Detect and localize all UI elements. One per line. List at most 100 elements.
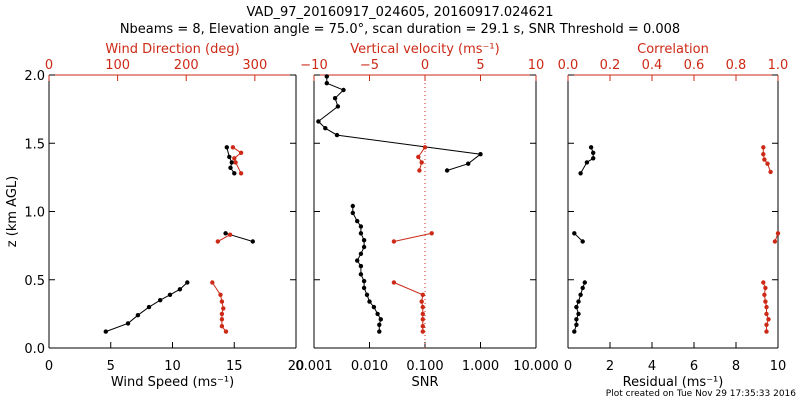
snr-red-data-point — [429, 231, 434, 236]
residual-red-data-point — [775, 231, 781, 236]
snr-black-data-point — [335, 104, 341, 109]
wind-red-data-point — [210, 280, 215, 285]
wind-red-data-point — [215, 239, 220, 244]
residual-bottom-tick-label: 10 — [770, 359, 787, 374]
snr-top-axis-label: Vertical velocity (ms⁻¹) — [350, 42, 499, 57]
wind-black-data-point — [185, 280, 190, 285]
snr-top-tick-label: 5 — [476, 58, 484, 73]
residual-bottom-tick-label: 6 — [690, 359, 698, 374]
residual-black-data-point — [574, 304, 579, 310]
residual-black-data-point — [572, 329, 577, 334]
wind-black-data-point — [229, 160, 234, 165]
footer-timestamp: Plot created on Tue Nov 29 17:35:33 2016 — [606, 389, 796, 399]
y-axis-label: z (km AGL) — [5, 176, 20, 247]
residual-black-data-point — [578, 171, 583, 176]
wind-red-data-point — [219, 317, 225, 322]
wind-black-data-point — [228, 165, 233, 170]
snr-red-series-line — [393, 282, 424, 332]
snr-bottom-tick-label: 10.000 — [513, 359, 559, 374]
residual-top-tick-label: 1.0 — [768, 58, 789, 73]
y-tick-label: 1.5 — [24, 137, 45, 152]
residual-red-data-point — [764, 329, 769, 334]
snr-black-data-point — [377, 322, 382, 327]
snr-black-data-point — [371, 304, 377, 310]
snr-bottom-tick-label: 1.000 — [462, 359, 499, 374]
residual-red-data-point — [763, 285, 768, 291]
residual-red-data-point — [765, 161, 770, 166]
wind-bottom-tick-label: 15 — [226, 359, 243, 374]
snr-bottom-tick-label: 0.100 — [406, 359, 443, 374]
residual-black-data-point — [591, 150, 596, 155]
snr-top-tick-label: 10 — [528, 58, 545, 73]
wind-red-data-point — [227, 232, 233, 237]
wind-red-data-point — [219, 299, 225, 304]
snr-black-data-point — [358, 231, 364, 236]
residual-bottom-tick-label: 8 — [732, 359, 740, 374]
snr-red-series-line — [393, 232, 432, 242]
wind-bottom-tick-label: 5 — [107, 359, 115, 374]
y-tick-label: 0.5 — [24, 274, 45, 289]
residual-black-data-point — [576, 311, 581, 317]
snr-black-data-point — [466, 161, 471, 166]
snr-red-data-point — [420, 292, 425, 297]
residual-red-data-point — [761, 145, 766, 150]
residual-black-data-point — [580, 239, 585, 244]
residual-black-data-point — [576, 299, 581, 304]
snr-black-data-point — [361, 244, 367, 250]
residual-black-data-point — [582, 280, 587, 285]
residual-black-data-point — [578, 292, 583, 297]
snr-black-data-point — [375, 311, 380, 317]
snr-black-data-point — [364, 292, 370, 297]
snr-red-data-point — [420, 317, 425, 322]
snr-red-series-line — [417, 147, 426, 171]
title-line-1: VAD_97_20160917_024605, 20160917.024621 — [247, 5, 554, 20]
snr-black-data-point — [358, 251, 364, 256]
snr-red-data-point — [416, 154, 421, 160]
snr-black-data-point — [324, 81, 329, 86]
snr-black-data-point — [350, 203, 355, 209]
wind-black-data-point — [146, 304, 152, 310]
residual-black-data-point — [588, 145, 594, 150]
residual-top-tick-label: 0.0 — [558, 58, 579, 73]
wind-black-data-point — [177, 287, 183, 292]
snr-black-data-point — [367, 299, 372, 304]
snr-black-data-point — [361, 238, 367, 243]
residual-black-data-point — [591, 156, 596, 161]
residual-red-data-point — [764, 311, 769, 317]
wind-top-tick-label: 0 — [45, 58, 53, 73]
snr-black-data-point — [316, 119, 321, 124]
snr-red-data-point — [419, 299, 424, 304]
wind-black-data-point — [223, 231, 228, 236]
residual-black-data-point — [574, 317, 579, 322]
residual-black-data-point — [574, 322, 579, 327]
residual-top-tick-label: 0.6 — [684, 58, 705, 73]
wind-black-data-point — [224, 145, 229, 150]
wind-black-data-point — [158, 298, 163, 303]
wind-bottom-tick-label: 0 — [45, 359, 53, 374]
title-line-2: Nbeams = 8, Elevation angle = 75.0°, sca… — [120, 22, 680, 37]
snr-red-data-point — [420, 311, 425, 317]
wind-top-tick-label: 200 — [174, 58, 199, 73]
snr-black-data-point — [334, 132, 340, 138]
residual-top-axis-label: Correlation — [637, 42, 709, 57]
snr-black-data-point — [355, 258, 360, 263]
snr-red-data-point — [420, 324, 425, 329]
snr-red-data-point — [391, 280, 397, 285]
snr-black-data-point — [324, 74, 329, 79]
y-tick-label: 2.0 — [24, 69, 45, 84]
residual-red-data-point — [762, 292, 767, 297]
snr-black-data-point — [341, 87, 346, 93]
y-tick-label: 0.0 — [24, 342, 45, 357]
residual-red-data-point — [763, 299, 768, 304]
snr-black-data-point — [332, 96, 338, 101]
snr-black-data-point — [361, 278, 367, 284]
snr-red-data-point — [417, 168, 422, 173]
snr-bottom-tick-label: 0.001 — [295, 359, 332, 374]
residual-black-data-point — [584, 160, 590, 165]
residual-top-tick-label: 0.8 — [726, 58, 747, 73]
residual-red-data-point — [772, 239, 778, 244]
snr-black-data-point — [377, 329, 382, 334]
residual-bottom-tick-label: 2 — [606, 359, 614, 374]
snr-bottom-axis-label: SNR — [411, 375, 438, 390]
